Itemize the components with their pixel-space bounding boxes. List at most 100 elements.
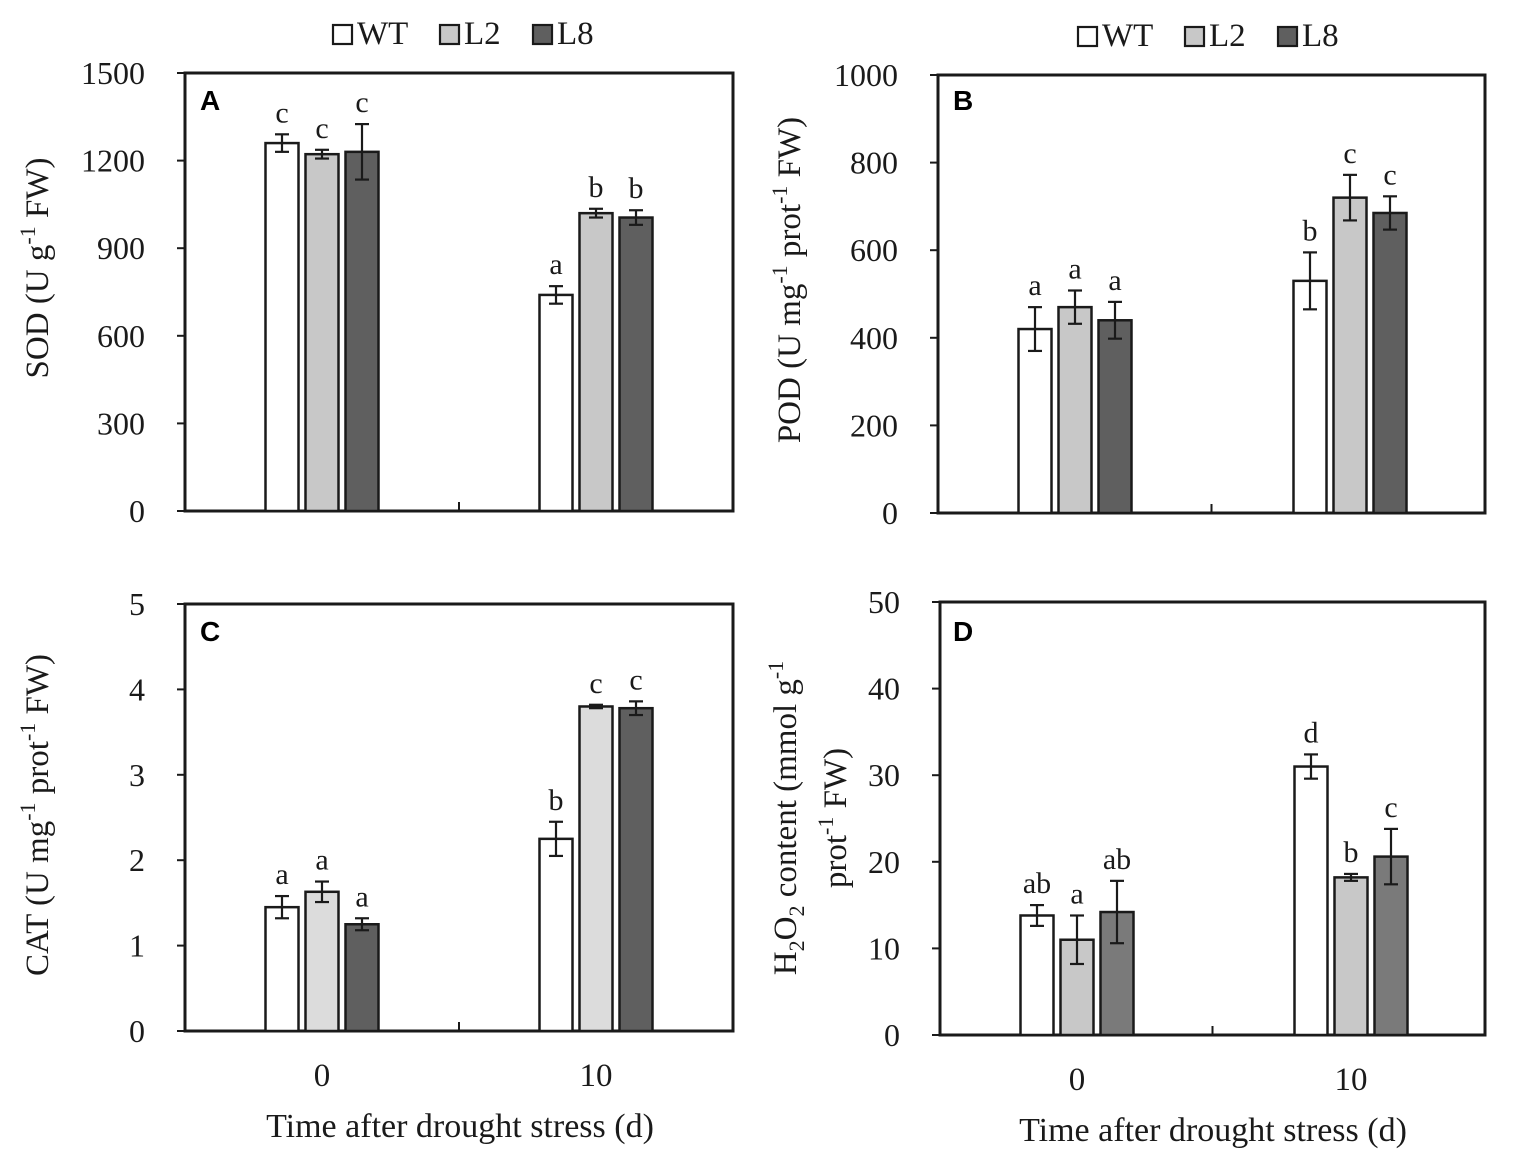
y-axis-label: CAT (U mg-1 prot-1 FW)	[15, 654, 56, 976]
bar-WT-0	[1019, 914, 1055, 1037]
y-tick-label: 1000	[834, 57, 898, 93]
panel-A: 0 300 600 900 1200 1500 A c a c b c b SOD (U g-1 FW)	[15, 55, 735, 529]
bar-WT-10	[538, 837, 574, 1033]
y-tick-label: 600	[97, 318, 145, 354]
panel-label: D	[953, 616, 973, 647]
y-tick-label: 5	[129, 586, 145, 622]
bar-L8-10	[618, 216, 654, 513]
legend-label-L8: L8	[1302, 18, 1339, 54]
significance-letter: c	[315, 112, 328, 145]
significance-letter: a	[275, 858, 288, 891]
y-tick-label: 0	[129, 1013, 145, 1049]
significance-letter: a	[1068, 252, 1081, 285]
significance-letter: b	[1344, 836, 1359, 869]
y-tick-label: 3	[129, 757, 145, 793]
legend-layer: WT L2 L8 WT L2 L8	[331, 16, 1339, 54]
bar-WT-10	[538, 293, 574, 513]
y-tick-label: 50	[868, 584, 900, 620]
legend-left: WT L2 L8	[331, 16, 594, 52]
significance-letter: a	[315, 844, 328, 877]
y-tick-label: 600	[850, 232, 898, 268]
significance-letter: b	[589, 171, 604, 204]
legend-swatch-L8	[1276, 25, 1299, 48]
panel-B: 0 200 400 600 800 1000 Ba b a c a c POD (U mg-1 prot…	[767, 57, 1487, 531]
y-tick-label: 200	[850, 407, 898, 443]
legend-swatch-L2	[1183, 25, 1206, 48]
significance-letter: c	[355, 86, 368, 119]
legend-swatch-WT	[1076, 25, 1099, 48]
bar-L2-0	[304, 152, 340, 513]
panel-label: A	[200, 85, 220, 116]
x-tick-label: 10	[580, 1058, 613, 1094]
legend-label-L8: L8	[557, 16, 594, 52]
y-tick-label: 900	[97, 230, 145, 266]
y-tick-label: 0	[129, 493, 145, 529]
significance-letter: b	[1303, 214, 1318, 247]
y-tick-label: 10	[868, 930, 900, 966]
x-axis-label-right: Time after drought stress (d)	[1019, 1112, 1407, 1149]
y-tick-label: 4	[129, 671, 145, 707]
x-axis-label-left: Time after drought stress (d)	[266, 1108, 654, 1145]
bar-L8-0	[344, 923, 380, 1033]
legend-label-WT: WT	[357, 16, 408, 52]
y-axis-label: SOD (U g-1 FW)	[15, 158, 56, 379]
y-axis-label-line2: prot-1 FW)	[813, 748, 854, 888]
y-tick-label: 1200	[81, 143, 145, 179]
y-tick-label: 40	[868, 671, 900, 707]
bar-L8-10	[618, 706, 654, 1033]
significance-letter: c	[1383, 158, 1396, 191]
significance-letter: c	[275, 96, 288, 129]
legend-swatch-L2	[438, 23, 461, 46]
legend-right: WT L2 L8	[1076, 18, 1339, 54]
bar-WT-0	[264, 905, 300, 1033]
bar-L2-10	[578, 705, 614, 1033]
y-tick-label: 0	[884, 1017, 900, 1053]
y-axis-label: POD (U mg-1 prot-1 FW)	[767, 117, 808, 443]
panel-C: 0 1 2 3 4 5 0 10 Ca b a c a c CAT (U mg-1 prot-1 FW)	[15, 586, 735, 1094]
y-tick-label: 800	[850, 145, 898, 181]
legend-label-L2: L2	[1209, 18, 1246, 54]
bar-WT-10	[1292, 279, 1328, 515]
significance-letter: b	[549, 784, 564, 817]
bar-WT-0	[264, 141, 300, 513]
significance-letter: a	[1070, 877, 1083, 910]
significance-letter: c	[1384, 791, 1397, 824]
y-tick-label: 1	[129, 928, 145, 964]
bar-L2-10	[578, 211, 614, 513]
bar-WT-10	[1293, 765, 1329, 1037]
significance-letter: c	[589, 667, 602, 700]
significance-letter: b	[629, 172, 644, 205]
legend-swatch-L8	[531, 23, 554, 46]
y-tick-label: 0	[882, 495, 898, 531]
significance-letter: a	[1108, 264, 1121, 297]
legend-label-L2: L2	[464, 16, 501, 52]
y-tick-label: 20	[868, 844, 900, 880]
significance-letter: ab	[1023, 867, 1051, 900]
bar-L2-10	[1332, 196, 1368, 515]
legend-label-WT: WT	[1102, 18, 1153, 54]
bar-L2-0	[1057, 305, 1093, 515]
bar-L8-10	[1373, 855, 1409, 1037]
y-tick-label: 300	[97, 405, 145, 441]
bar-L8-10	[1372, 211, 1408, 515]
legend-swatch-WT	[331, 23, 354, 46]
x-tick-label: 0	[314, 1058, 331, 1094]
significance-letter: a	[1028, 269, 1041, 302]
y-tick-label: 1500	[81, 55, 145, 91]
significance-letter: ab	[1103, 843, 1131, 876]
significance-letter: d	[1304, 716, 1319, 749]
significance-letter: a	[549, 248, 562, 281]
bar-L2-0	[304, 890, 340, 1033]
x-tick-label: 0	[1069, 1062, 1086, 1098]
significance-letter: c	[629, 663, 642, 696]
y-tick-label: 30	[868, 757, 900, 793]
x-tick-label: 10	[1335, 1062, 1368, 1098]
significance-letter: a	[355, 880, 368, 913]
bar-L8-0	[344, 150, 380, 513]
panel-label: B	[953, 85, 973, 116]
y-tick-label: 2	[129, 842, 145, 878]
significance-letter: c	[1343, 137, 1356, 170]
panel-label: C	[200, 616, 220, 647]
